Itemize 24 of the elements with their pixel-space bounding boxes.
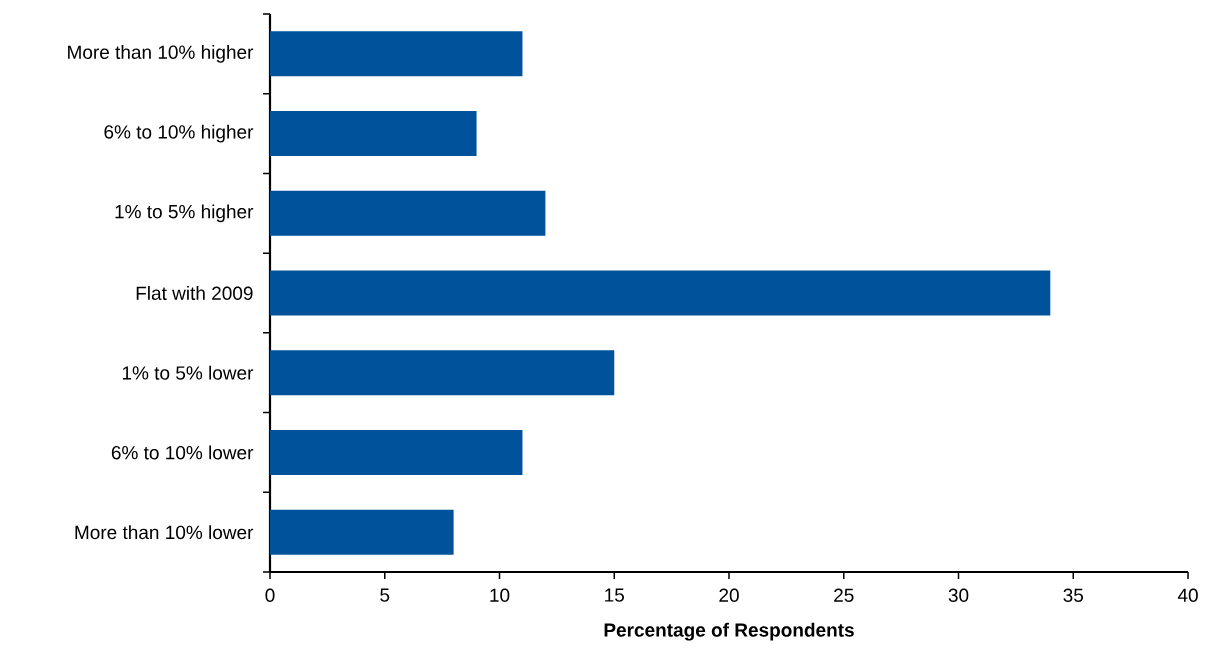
y-tick-label: 1% to 5% higher [115,204,254,223]
bar [270,429,523,475]
x-tick-label: 40 [1177,588,1198,602]
bar [270,31,523,77]
bar [270,190,546,236]
y-tick-label: Flat with 2009 [136,286,253,300]
bar [270,509,454,555]
x-tick-label: 25 [834,588,854,602]
y-tick-label: 6% to 10% lower [111,445,254,460]
x-tick-label: 20 [719,588,739,602]
x-tick-label: 0 [265,588,275,602]
y-tick-label: 6% to 10% higher [104,124,254,143]
x-tick-label: 5 [380,588,390,602]
bar [270,350,615,396]
x-tick-label: 30 [948,588,969,602]
x-tick-label: 15 [605,588,625,602]
x-tick-label: 10 [490,588,510,602]
bar [270,270,1051,316]
y-tick-label: More than 10% lower [75,525,254,540]
bar [270,111,477,157]
x-tick-label: 35 [1063,588,1084,602]
x-axis-title: Percentage of Respondents [604,622,854,641]
y-tick-label: More than 10% higher [68,45,254,63]
y-tick-label: 1% to 5% lower [122,365,254,380]
